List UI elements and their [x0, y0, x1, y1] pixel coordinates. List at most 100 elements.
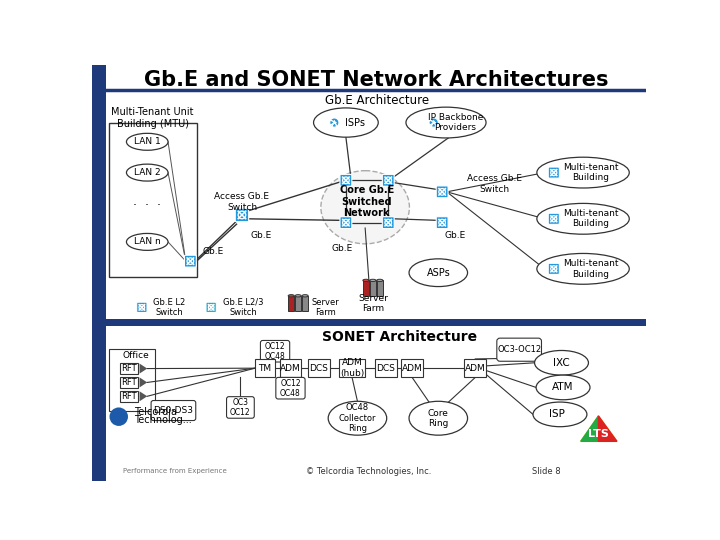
- Text: Core Gb.E
Switched
Network: Core Gb.E Switched Network: [340, 185, 394, 219]
- Text: RFT: RFT: [121, 364, 137, 373]
- FancyBboxPatch shape: [340, 217, 352, 228]
- Text: Access Gb.E
Switch: Access Gb.E Switch: [215, 192, 269, 212]
- Text: Server
Farm: Server Farm: [311, 298, 339, 317]
- Bar: [370, 280, 376, 296]
- Text: Gb.E: Gb.E: [251, 231, 272, 240]
- FancyBboxPatch shape: [497, 338, 541, 361]
- Text: OC48
Collector
Ring: OC48 Collector Ring: [338, 403, 377, 433]
- Ellipse shape: [536, 375, 590, 400]
- FancyBboxPatch shape: [235, 208, 248, 221]
- Text: Multi-tenant
Building: Multi-tenant Building: [563, 163, 618, 183]
- Text: © Telcordia Technologies, Inc.: © Telcordia Technologies, Inc.: [306, 467, 432, 476]
- Ellipse shape: [127, 133, 168, 150]
- Text: ISPs: ISPs: [345, 118, 365, 127]
- FancyBboxPatch shape: [436, 217, 448, 228]
- Text: Technolog...: Technolog...: [134, 415, 192, 425]
- Text: Telcordia: Telcordia: [134, 407, 177, 417]
- Text: Multi-tenant
Building: Multi-tenant Building: [563, 209, 618, 228]
- Circle shape: [429, 118, 438, 127]
- Ellipse shape: [321, 171, 410, 244]
- Text: RFT: RFT: [121, 378, 137, 387]
- Text: ASPs: ASPs: [426, 268, 450, 278]
- FancyBboxPatch shape: [548, 167, 559, 178]
- Bar: [255, 359, 275, 377]
- Text: Office: Office: [122, 350, 149, 360]
- Circle shape: [109, 408, 128, 426]
- Bar: [92, 65, 106, 481]
- FancyBboxPatch shape: [227, 397, 254, 418]
- Text: TM: TM: [258, 363, 271, 373]
- FancyBboxPatch shape: [206, 302, 216, 313]
- Bar: [363, 280, 369, 296]
- Ellipse shape: [328, 401, 387, 435]
- Text: ADM
(hub): ADM (hub): [340, 359, 364, 378]
- Text: Gb.E: Gb.E: [445, 231, 466, 240]
- Text: ·  ·  ·: · · ·: [133, 199, 161, 212]
- Text: OC12
OC48: OC12 OC48: [265, 341, 285, 361]
- FancyBboxPatch shape: [382, 174, 394, 186]
- Text: ADM: ADM: [280, 363, 301, 373]
- Ellipse shape: [377, 279, 383, 281]
- Ellipse shape: [302, 295, 308, 297]
- Polygon shape: [581, 416, 617, 441]
- FancyBboxPatch shape: [151, 401, 196, 421]
- Bar: [339, 359, 365, 377]
- Ellipse shape: [370, 279, 376, 281]
- Bar: [109, 123, 197, 276]
- Text: OC3-OC12: OC3-OC12: [497, 345, 541, 354]
- Text: Performance from Experience: Performance from Experience: [122, 468, 226, 474]
- Text: Gb.E Architecture: Gb.E Architecture: [325, 94, 429, 107]
- Text: Gb.E L2/3
Switch: Gb.E L2/3 Switch: [222, 298, 264, 317]
- Ellipse shape: [295, 295, 301, 297]
- FancyBboxPatch shape: [382, 217, 394, 228]
- Polygon shape: [581, 416, 598, 441]
- Bar: [302, 296, 308, 311]
- Bar: [120, 377, 138, 388]
- Text: Slide 8: Slide 8: [532, 467, 560, 476]
- Ellipse shape: [363, 279, 369, 281]
- Text: IP Backbone
Providers: IP Backbone Providers: [428, 113, 483, 132]
- Text: LAN 1: LAN 1: [134, 137, 161, 146]
- FancyBboxPatch shape: [436, 186, 448, 198]
- Bar: [295, 296, 301, 311]
- Text: Access Gb.E
Switch: Access Gb.E Switch: [467, 174, 522, 194]
- Bar: [308, 359, 330, 377]
- Bar: [401, 359, 423, 377]
- Text: Gb.E: Gb.E: [203, 247, 224, 255]
- Ellipse shape: [406, 107, 486, 138]
- Ellipse shape: [534, 350, 588, 375]
- Text: Gb.E L2
Switch: Gb.E L2 Switch: [153, 298, 186, 317]
- Ellipse shape: [313, 108, 378, 137]
- Ellipse shape: [537, 157, 629, 188]
- FancyBboxPatch shape: [548, 264, 559, 274]
- Text: Server
Farm: Server Farm: [358, 294, 388, 313]
- Ellipse shape: [537, 253, 629, 284]
- Bar: [377, 280, 383, 296]
- Polygon shape: [140, 392, 148, 401]
- Bar: [120, 363, 138, 374]
- FancyBboxPatch shape: [548, 213, 559, 224]
- Text: OC3
OC12: OC3 OC12: [230, 398, 251, 417]
- Bar: [120, 390, 138, 402]
- Ellipse shape: [409, 401, 467, 435]
- Text: DS0-DS3: DS0-DS3: [153, 406, 194, 415]
- Circle shape: [330, 118, 339, 127]
- Ellipse shape: [127, 164, 168, 181]
- Ellipse shape: [409, 259, 467, 287]
- Bar: [375, 359, 397, 377]
- Ellipse shape: [533, 402, 587, 427]
- Text: ADM: ADM: [465, 363, 485, 373]
- Text: Multi-Tenant Unit
Building (MTU): Multi-Tenant Unit Building (MTU): [112, 107, 194, 129]
- Polygon shape: [140, 363, 148, 374]
- Text: SONET Architecture: SONET Architecture: [323, 330, 477, 345]
- Text: DCS: DCS: [377, 363, 395, 373]
- Text: Gb.E: Gb.E: [331, 244, 353, 253]
- Ellipse shape: [537, 204, 629, 234]
- Text: DCS: DCS: [310, 363, 328, 373]
- Ellipse shape: [288, 295, 294, 297]
- Bar: [464, 359, 486, 377]
- Text: Gb.E and SONET Network Architectures: Gb.E and SONET Network Architectures: [144, 70, 608, 90]
- Text: Multi-tenant
Building: Multi-tenant Building: [563, 259, 618, 279]
- Text: LTS: LTS: [588, 429, 609, 438]
- FancyBboxPatch shape: [137, 302, 147, 313]
